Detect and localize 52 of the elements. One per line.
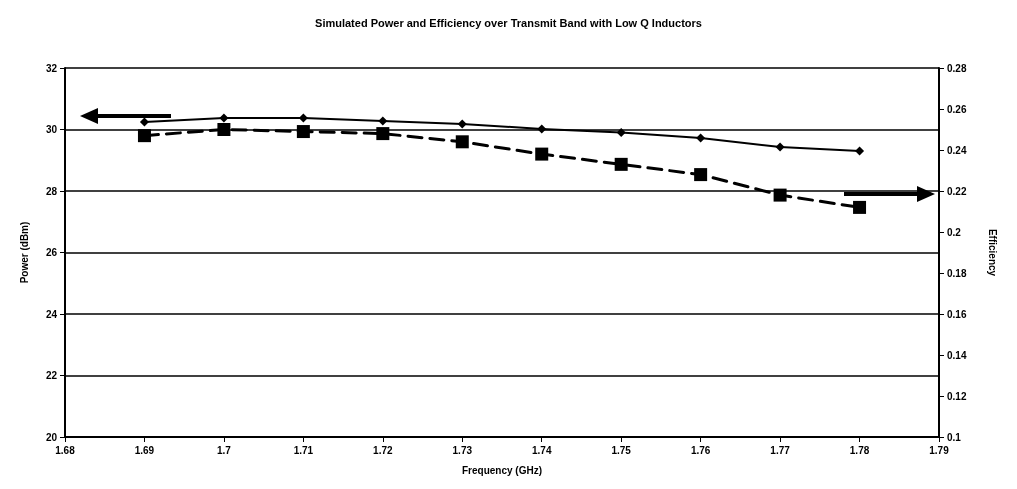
y-tick-label: 20 [45,431,58,443]
x-axis-title: Frequency (GHz) [461,464,543,476]
x-tick-label: 1.77 [770,444,791,456]
y2-tick-label: 0.18 [947,267,967,279]
point [137,129,151,143]
x-tick-label: 1.7 [216,444,232,456]
y2-tick-label: 0.12 [947,390,967,402]
x-tick-label: 1.74 [531,444,552,456]
point [535,147,549,161]
y2-tick-label: 0.2 [947,226,962,238]
x-tick-label: 1.71 [293,444,314,456]
y2-tick-label: 0.22 [947,185,967,197]
y2-tick-label: 0.1 [947,431,962,443]
point [773,188,787,202]
point [139,117,149,127]
y-tick-label: 24 [45,308,58,320]
point [696,133,706,143]
x-tick-label: 1.79 [929,444,950,456]
x-tick-label: 1.69 [134,444,155,456]
point [537,124,547,134]
y-tick-label: 28 [45,185,58,197]
point [296,125,310,139]
y-axis-title: Power (dBm) [18,221,30,284]
y2-tick-label: 0.28 [947,62,967,74]
y-tick-label: 30 [45,124,58,135]
point [694,168,708,182]
y2-tick-label: 0.16 [947,308,967,320]
y2-axis-title: Efficiency [986,228,998,277]
point [614,157,628,171]
point [376,127,390,141]
y-tick-label: 26 [45,247,58,258]
x-tick-label: 1.78 [849,444,870,456]
point [775,142,785,152]
point [853,200,867,214]
point [217,123,231,136]
point [616,128,626,138]
y2-tick-label: 0.24 [947,144,967,156]
y2-tick-label: 0.26 [947,103,967,115]
chart-title: Simulated Power and Efficiency over Transmit Band with Low Q Inductors [315,16,702,29]
x-tick-label: 1.72 [373,444,393,456]
y2-tick-label: 0.14 [947,349,967,361]
y-tick-label: 32 [45,62,58,74]
y-tick-label: 22 [45,370,58,381]
x-tick-label: 1.73 [452,444,473,456]
point [378,116,388,126]
point [219,113,229,123]
x-tick-label: 1.75 [611,444,632,456]
x-tick-label: 1.76 [690,444,711,456]
x-tick-label: 1.68 [55,444,76,456]
point [457,119,467,129]
point [455,135,469,149]
point [855,146,865,156]
